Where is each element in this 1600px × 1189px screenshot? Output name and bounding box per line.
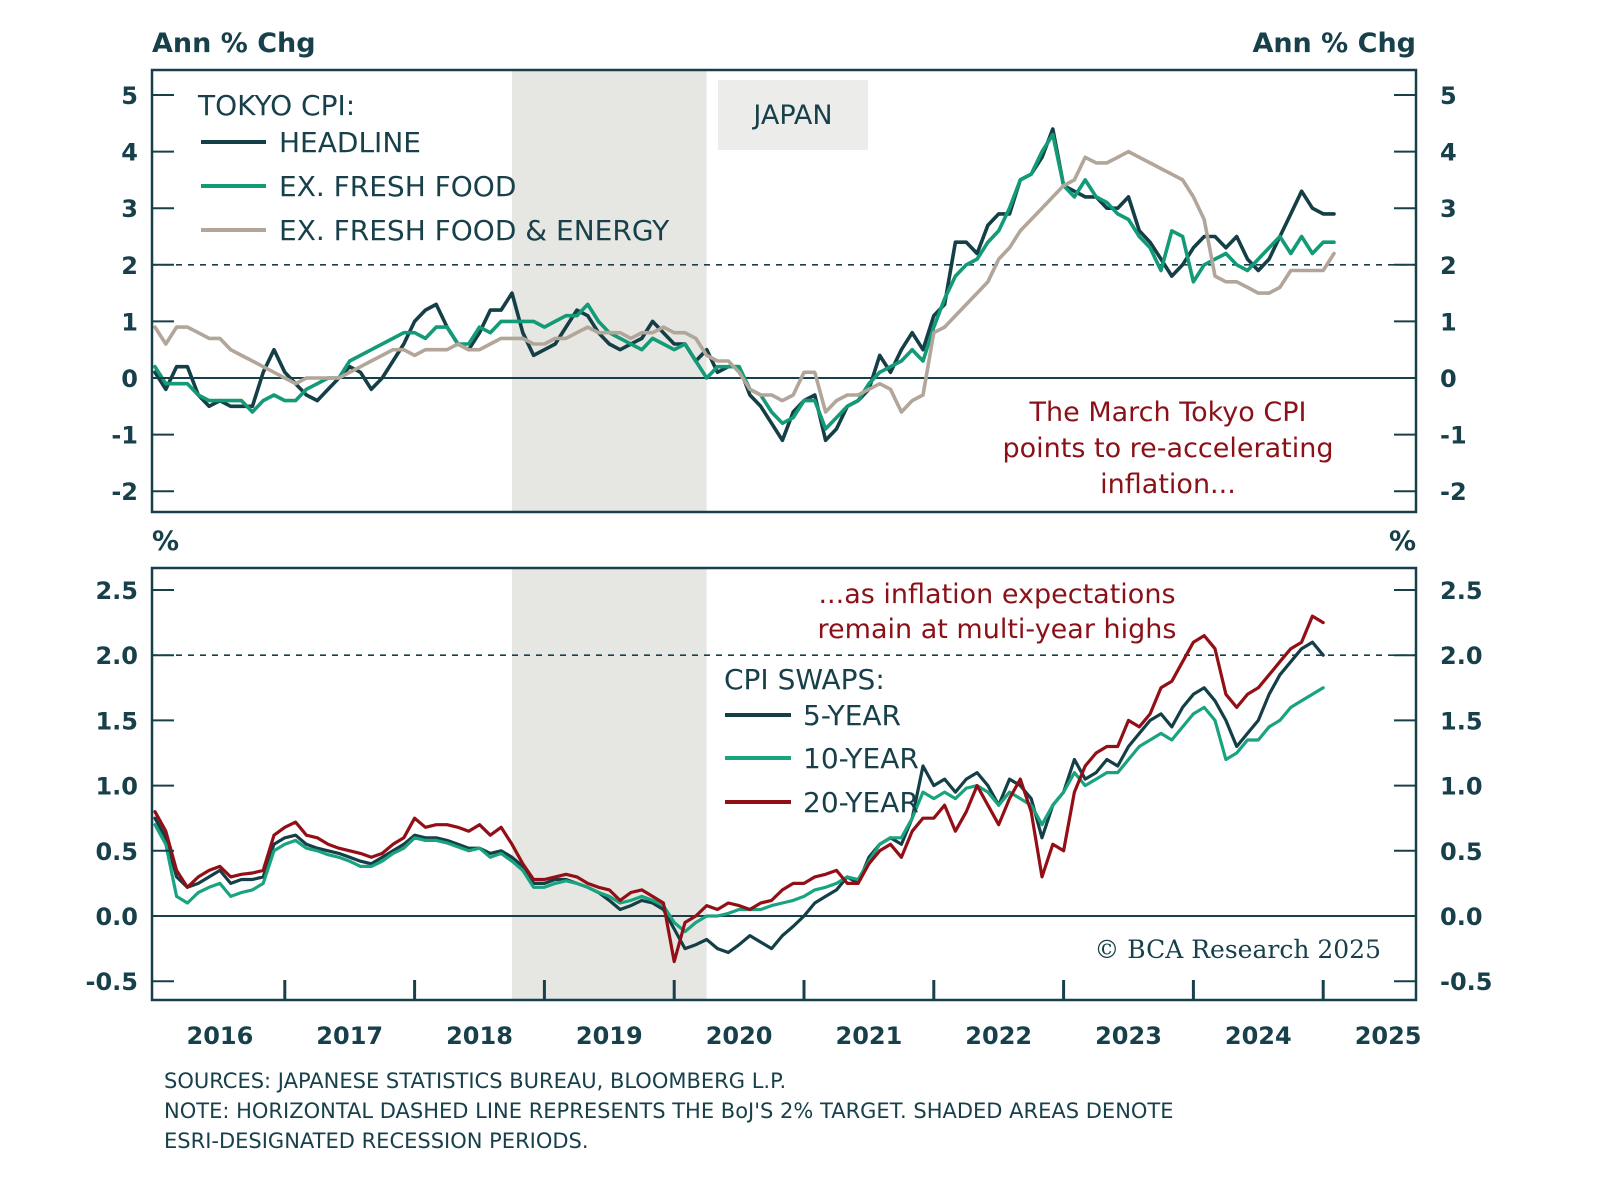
legend-label-ex-fresh-food-energy: EX. FRESH FOOD & ENERGY <box>279 214 670 247</box>
copyright: © BCA Research 2025 <box>1094 935 1381 964</box>
y-tick-label-right: 2 <box>1440 252 1457 280</box>
bottom-panel: 2.5 2.5 2.0 2.0 1.5 1.5 1.0 1.0 0.5 0.5 0.0 0.0 -0.5… <box>86 526 1493 1002</box>
x-tick-label: 2017 <box>316 1022 383 1050</box>
x-tick-label: 2019 <box>576 1022 643 1050</box>
y-tick-label-right: -1 <box>1440 422 1467 450</box>
x-tick-label: 2016 <box>187 1022 254 1050</box>
y-tick-label-left: 4 <box>121 139 138 167</box>
y-tick-label-left: 1 <box>121 308 138 336</box>
y-tick-label-left: 2.5 <box>95 577 138 605</box>
bottom-series <box>153 614 1325 964</box>
top-annotation-line-2: points to re-accelerating <box>1002 433 1333 464</box>
series-line-swap-10y <box>153 686 1325 934</box>
footnote-note: NOTE: HORIZONTAL DASHED LINE REPRESENTS … <box>164 1099 1174 1123</box>
top-legend-title: TOKYO CPI: <box>197 89 355 122</box>
legend-label-ex-fresh-food: EX. FRESH FOOD <box>279 170 516 203</box>
y-tick-label-right: 5 <box>1440 82 1457 110</box>
series-line-swap-5y <box>153 640 1325 955</box>
bottom-annotation-line-2: remain at multi-year highs <box>818 614 1177 645</box>
legend-label-20-year: 20-YEAR <box>803 786 919 819</box>
legend-label-10-year: 10-YEAR <box>803 742 919 775</box>
y-tick-label-left: 0 <box>121 365 138 393</box>
y-tick-label-left: -2 <box>111 478 138 506</box>
y-tick-label-left: 5 <box>121 82 138 110</box>
top-panel: JAPAN 5 5 4 4 3 3 2 2 1 1 0 0 -1 -1 -2 -2 Ann % Chg Ann… <box>111 28 1467 514</box>
bottom-legend-title: CPI SWAPS: <box>724 663 885 696</box>
y-tick-label-right: 3 <box>1440 195 1457 223</box>
y-tick-label-left: 0.5 <box>95 838 138 866</box>
bottom-right-axis-title: % <box>1389 526 1416 557</box>
top-annotation-line-3: inflation... <box>1100 469 1236 500</box>
series-line-ex-fresh-food-energy <box>153 149 1336 414</box>
x-tick-label: 2021 <box>836 1022 903 1050</box>
top-y-ticks: 5 5 4 4 3 3 2 2 1 1 0 0 -1 -1 -2 -2 <box>111 82 1466 506</box>
y-tick-label-left: 2 <box>121 252 138 280</box>
y-tick-label-left: -1 <box>111 422 138 450</box>
top-right-axis-title: Ann % Chg <box>1252 28 1416 59</box>
top-left-axis-title: Ann % Chg <box>152 28 316 59</box>
bottom-left-axis-title: % <box>152 526 179 557</box>
y-tick-label-right: -2 <box>1440 478 1467 506</box>
bottom-annotation-line-1: ...as inflation expectations <box>818 579 1175 610</box>
y-tick-label-right: 0.5 <box>1440 838 1483 866</box>
y-tick-label-right: 1.0 <box>1440 773 1483 801</box>
bottom-plot-frame <box>150 566 1418 1002</box>
y-tick-label-left: 1.0 <box>95 773 138 801</box>
y-tick-label-left: -0.5 <box>86 968 138 996</box>
series-line-swap-20y <box>153 614 1325 964</box>
y-tick-label-left: 3 <box>121 195 138 223</box>
top-plot-frame <box>150 68 1418 514</box>
legend-label-headline: HEADLINE <box>279 126 421 159</box>
x-tick-label: 2023 <box>1095 1022 1162 1050</box>
y-tick-label-right: 1.5 <box>1440 707 1483 735</box>
footnote-sources: SOURCES: JAPANESE STATISTICS BUREAU, BLO… <box>164 1069 786 1093</box>
bottom-grid <box>152 654 1416 917</box>
y-tick-label-left: 1.5 <box>95 707 138 735</box>
top-annotation-line-1: The March Tokyo CPI <box>1029 397 1307 428</box>
x-tick-label: 2018 <box>446 1022 513 1050</box>
region-label: JAPAN <box>751 100 832 131</box>
x-axis-year-labels: 2016 2017 2018 2019 2020 2021 2022 2023 2024 2025 <box>187 1022 1422 1050</box>
y-tick-label-left: 2.0 <box>95 642 138 670</box>
x-tick-label: 2025 <box>1355 1022 1422 1050</box>
y-tick-label-right: 4 <box>1440 139 1457 167</box>
y-tick-label-right: 2.5 <box>1440 577 1483 605</box>
top-series <box>153 127 1336 443</box>
legend-label-5-year: 5-YEAR <box>803 699 901 732</box>
x-tick-label: 2024 <box>1225 1022 1292 1050</box>
y-tick-label-right: 1 <box>1440 308 1457 336</box>
x-tick-label: 2020 <box>706 1022 773 1050</box>
x-ticks <box>283 980 1325 1000</box>
y-tick-label-left: 0.0 <box>95 903 138 931</box>
y-tick-label-right: 0.0 <box>1440 903 1483 931</box>
recession-shade-top <box>511 70 707 512</box>
y-tick-label-right: -0.5 <box>1440 968 1492 996</box>
footnote-note-continued: ESRI-DESIGNATED RECESSION PERIODS. <box>164 1129 589 1153</box>
y-tick-label-right: 2.0 <box>1440 642 1483 670</box>
y-tick-label-right: 0 <box>1440 365 1457 393</box>
region-label-box <box>718 80 868 150</box>
x-tick-label: 2022 <box>965 1022 1032 1050</box>
bottom-y-ticks: 2.5 2.5 2.0 2.0 1.5 1.5 1.0 1.0 0.5 0.5 0.0 0.0 -0.5… <box>86 577 1493 996</box>
